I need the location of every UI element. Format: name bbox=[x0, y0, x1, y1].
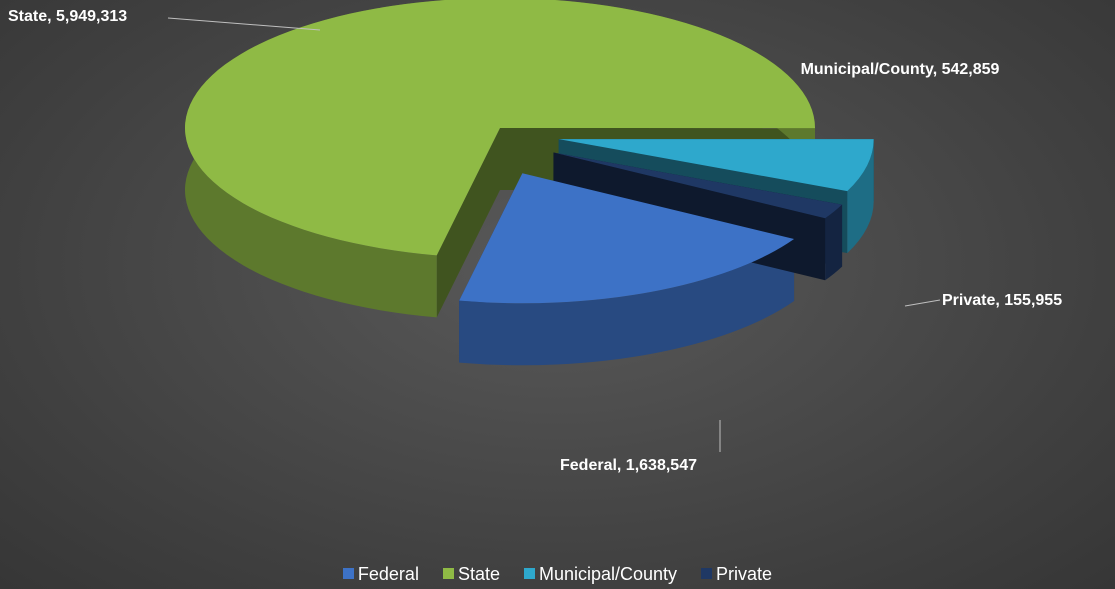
legend-item: State bbox=[442, 564, 500, 585]
legend-item: Federal bbox=[342, 564, 419, 585]
legend-swatch bbox=[442, 568, 454, 579]
legend-label: Private bbox=[716, 564, 773, 584]
slice-side bbox=[825, 204, 843, 281]
data-label: Municipal/County, 542,859 bbox=[800, 61, 1000, 78]
legend-swatch bbox=[342, 568, 354, 579]
slice-wall bbox=[436, 128, 500, 318]
legend-item: Private bbox=[701, 564, 772, 585]
slice bbox=[558, 139, 874, 192]
legend-swatch bbox=[701, 568, 713, 579]
slice-side bbox=[459, 239, 795, 366]
legend: Federal State Municipal/County Private bbox=[0, 564, 1115, 585]
slice bbox=[553, 152, 843, 219]
legend-label: Municipal/County bbox=[538, 564, 678, 584]
legend-label: State bbox=[457, 564, 500, 584]
data-label: Federal, 1,638,547 bbox=[560, 457, 697, 474]
slice bbox=[185, 0, 815, 256]
legend-label: Federal bbox=[357, 564, 419, 584]
slice-side bbox=[847, 139, 874, 254]
legend-item: Municipal/County bbox=[523, 564, 678, 585]
legend-swatch bbox=[523, 568, 535, 579]
leader-line bbox=[904, 299, 941, 307]
leader-line bbox=[167, 17, 321, 31]
slice bbox=[459, 173, 795, 304]
data-label: State, 5,949,313 bbox=[8, 8, 128, 25]
data-label: Private, 155,955 bbox=[942, 292, 1063, 309]
